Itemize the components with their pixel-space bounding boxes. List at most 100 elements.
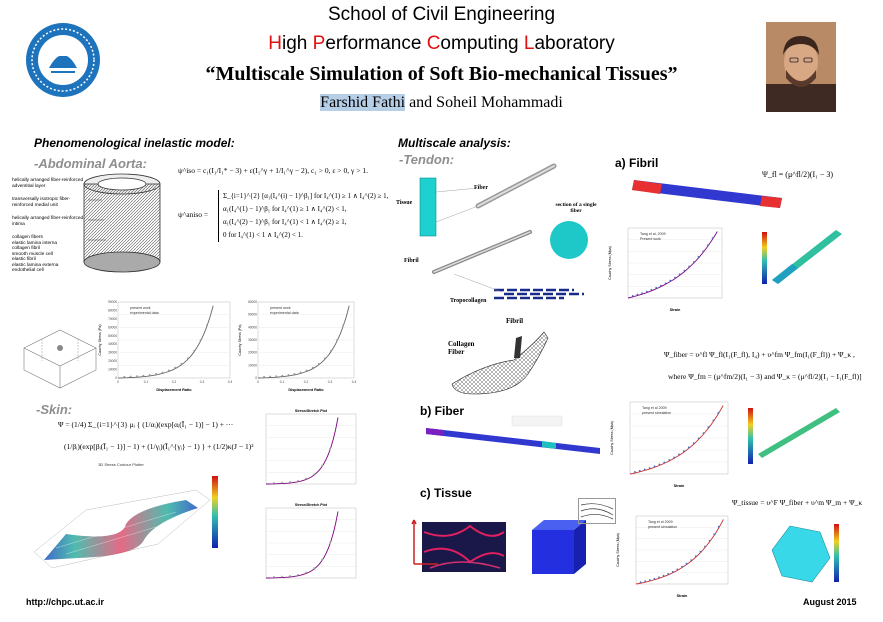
data-point (167, 369, 170, 372)
data-point (692, 261, 695, 263)
tissue-fiber-sketch (578, 498, 616, 524)
data-point (653, 577, 656, 580)
layer-label: elastic lamina externa (12, 262, 59, 268)
data-point (313, 567, 315, 570)
fiber-eq-2: where Ψ_fm = (μ^fm/2)(I₁ − 3) and Ψ_κ = … (668, 372, 862, 381)
legend-entry: Tang et al, 2009 (640, 232, 666, 236)
data-point (329, 542, 331, 544)
data-point (694, 555, 697, 558)
data-point (697, 437, 700, 440)
data-point (129, 375, 132, 378)
data-point (702, 250, 705, 253)
tendon-hierarchy-diagram (394, 162, 594, 302)
aorta-wireframe (14, 318, 106, 390)
x-axis-label: Displacement Ratio (156, 388, 192, 392)
x-tick: 0.4 (228, 380, 233, 384)
data-point (707, 426, 710, 429)
chart-title: Stress/Stretch Plot (295, 409, 328, 413)
eq-case: α₁(I₄^(1) − 1)^β₁ for I₄^(1) ≥ 1 ∧ I₄^(2… (223, 205, 347, 213)
legend-entry: Present work (640, 237, 661, 241)
data-point (702, 432, 705, 435)
y-axis-label: Cauchy Stress (Pa) (238, 324, 242, 355)
tendon-tropocollagen-label: Tropocollagen (450, 298, 487, 304)
data-point (717, 412, 720, 414)
authors-rest: and Soheil Mohammadi (405, 94, 563, 111)
tendon-single-fiber-label: section of a single fiber (555, 202, 597, 214)
data-point (690, 559, 693, 562)
footer-url[interactable]: http://chpc.ut.ac.ir (26, 597, 105, 607)
model-curve (635, 519, 724, 585)
layer-label: helically arranged fiber-reinforced inti… (12, 216, 84, 227)
y-tick: 0 (115, 376, 117, 380)
data-point (648, 467, 651, 469)
poster-title: “Multiscale Simulation of Soft Bio-mecha… (205, 63, 678, 85)
left-heading: Phenomenological inelastic model: (34, 136, 235, 150)
data-point (688, 265, 690, 268)
school-name: School of Civil Engineering (327, 4, 556, 25)
data-point (305, 369, 308, 372)
lab-cap-h: H (268, 33, 282, 54)
y-tick: 50000 (248, 313, 257, 317)
data-point (658, 576, 660, 579)
data-point (155, 372, 157, 375)
collagen-fiber-label: Collagen Fiber (448, 340, 475, 356)
data-point (174, 366, 177, 369)
model-curve (257, 305, 350, 379)
skin-label: -Skin: (36, 402, 73, 417)
data-point (317, 362, 320, 365)
contour-title: 3D Stress Contour Plotter (98, 462, 144, 467)
data-point (273, 481, 275, 484)
y-tick: 70000 (108, 317, 117, 321)
data-point (685, 562, 688, 565)
university-logo (25, 22, 101, 98)
y-tick: 10000 (248, 363, 257, 367)
data-point (287, 373, 290, 376)
data-point (638, 469, 641, 472)
data-point (699, 550, 702, 553)
skin-eq-1: Ψ = (1/4) Σ_{i=1}^{3} μᵢ { (1/αᵢ)(exp[αᵢ… (58, 420, 234, 429)
data-point (711, 237, 714, 240)
data-point (712, 419, 715, 422)
y-tick: 30000 (248, 338, 257, 342)
fibril-small-label: Fibril (506, 317, 524, 325)
aorta-eq-iso: ψ^iso = c₁(I₁/I₁* − 3) + ε(I₁^γ + 1/I₁^γ… (178, 166, 368, 175)
data-point (655, 286, 658, 289)
data-point (281, 374, 284, 377)
y-axis-label: Cauchy Stress (Mpa) (616, 533, 620, 567)
model-curve (629, 405, 724, 475)
data-point (669, 279, 672, 282)
tissue-micrograph (410, 512, 518, 574)
skin-stress-plot-2: Stress/Stretch Plot (244, 500, 362, 594)
layer-label: elastic lamina interna (12, 240, 58, 246)
data-point (142, 374, 145, 377)
x-tick: 0 (257, 380, 259, 384)
data-point (636, 293, 639, 296)
data-point (305, 571, 307, 574)
data-point (687, 446, 690, 449)
data-point (281, 481, 283, 484)
y-tick: 0 (255, 376, 257, 380)
data-point (683, 450, 685, 452)
y-tick: 30000 (108, 351, 117, 355)
aorta-chart-left: present work experimental data Displacemen… (96, 294, 236, 394)
data-point (644, 580, 647, 583)
aorta-eq-aniso-cases: Σ_{i=1}^{2} [α₁(I₄^(i) − 1)^β₁] for I₄^(… (218, 190, 388, 242)
data-point (678, 273, 681, 276)
data-point (692, 442, 695, 445)
lab-word-4: aboratory (534, 33, 615, 54)
chart-title: Stress/Stretch Plot (295, 503, 328, 507)
author-highlighted: Farshid Fathi (320, 94, 406, 111)
fiber-eq-1: Ψ_fiber = υ^fl Ψ_fl(I₁(F_fl), I₄) + υ^fm… (664, 350, 855, 359)
data-point (263, 375, 265, 378)
data-point (148, 373, 151, 376)
legend-entry: Tang et al 2009 (648, 520, 673, 524)
data-point (643, 468, 646, 471)
layer-label: endothelial cell (12, 268, 44, 273)
artery-layer-labels: helically arranged fiber-reinforced adve… (12, 178, 90, 274)
y-tick: 60000 (248, 300, 257, 304)
data-point (297, 573, 299, 576)
data-point (329, 448, 331, 450)
x-tick: 0.3 (200, 380, 205, 384)
data-point (330, 349, 332, 352)
y-tick: 40000 (108, 342, 117, 346)
